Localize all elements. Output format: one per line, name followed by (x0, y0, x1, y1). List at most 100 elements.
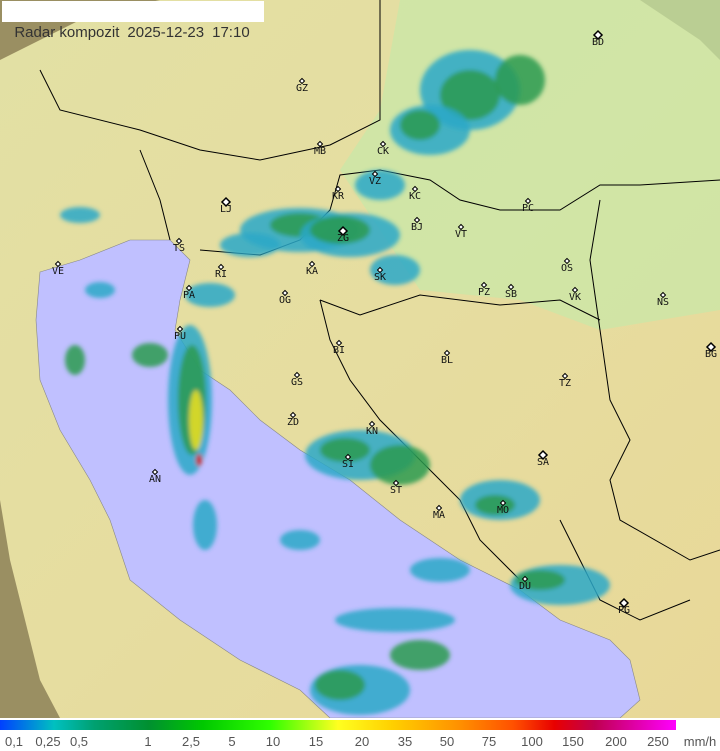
legend-label: 0,25 (35, 734, 61, 749)
city-mo[interactable]: MO (497, 499, 509, 517)
city-label: PC (522, 203, 534, 214)
city-label: BI (333, 345, 345, 356)
city-vz[interactable]: VZ (369, 170, 381, 188)
city-label: ST (390, 485, 402, 496)
city-label: VE (52, 266, 64, 277)
city-vt[interactable]: VT (455, 223, 467, 241)
legend-unit: mm/h (683, 734, 717, 749)
city-bl[interactable]: BL (441, 349, 453, 367)
city-pz[interactable]: PZ (478, 281, 490, 299)
city-marker-icon (335, 339, 343, 347)
city-label: KC (409, 191, 421, 202)
city-zg[interactable]: ZG (337, 225, 349, 244)
city-sa[interactable]: SA (537, 449, 549, 468)
city-pa[interactable]: PA (183, 284, 195, 302)
city-marker-icon (334, 185, 342, 193)
city-st[interactable]: ST (390, 479, 402, 497)
city-kc[interactable]: KC (409, 185, 421, 203)
city-mb[interactable]: MB (314, 140, 326, 158)
city-bg[interactable]: BG (705, 341, 717, 360)
city-marker-icon (561, 372, 569, 380)
city-marker-icon (443, 349, 451, 357)
city-si[interactable]: SI (342, 453, 354, 471)
rain-cell (400, 110, 440, 140)
city-ka[interactable]: KA (306, 260, 318, 278)
city-marker-icon (392, 479, 400, 487)
city-marker-icon (524, 197, 532, 205)
city-kn[interactable]: KN (366, 420, 378, 438)
city-pc[interactable]: PC (522, 197, 534, 215)
city-marker-icon (308, 260, 316, 268)
city-label: VT (455, 229, 467, 240)
city-pg[interactable]: PG (618, 597, 630, 616)
city-marker-icon (659, 291, 667, 299)
city-label: SK (374, 272, 386, 283)
city-an[interactable]: AN (149, 468, 161, 486)
city-label: ZG (337, 233, 349, 244)
legend-label: 5 (228, 734, 236, 749)
rain-cell (315, 670, 365, 700)
legend-label: 0,1 (4, 734, 24, 749)
rain-cell (370, 445, 430, 485)
legend-label: 1 (144, 734, 152, 749)
city-os[interactable]: OS (561, 257, 573, 275)
city-ma[interactable]: MA (433, 504, 445, 522)
city-marker-icon (457, 223, 465, 231)
city-sb[interactable]: SB (505, 283, 517, 301)
radar-precipitation (60, 50, 610, 715)
city-kr[interactable]: KR (332, 185, 345, 203)
city-label: RI (215, 269, 227, 280)
rain-cell (370, 255, 420, 285)
city-marker-icon (537, 449, 549, 461)
legend-label: 0,5 (69, 734, 89, 749)
city-ri[interactable]: RI (215, 263, 227, 281)
city-label: SB (505, 289, 517, 300)
city-marker-icon (337, 225, 349, 237)
city-ns[interactable]: NS (657, 291, 669, 309)
city-du[interactable]: DU (519, 575, 531, 593)
city-marker-icon (368, 420, 376, 428)
city-bi[interactable]: BI (333, 339, 345, 357)
city-label: SI (342, 459, 354, 470)
city-gs[interactable]: GS (291, 371, 303, 389)
city-gz[interactable]: GZ (296, 77, 308, 95)
city-label: KA (306, 266, 318, 277)
city-label: PA (183, 290, 195, 301)
city-label: MO (497, 505, 509, 516)
city-marker-icon (293, 371, 301, 379)
radar-map[interactable]: GZ MB CK VZ KR KC LJ ZG BJ VT PC BD TS VE RI KA SK OS VK NS… (0, 0, 720, 718)
city-ck[interactable]: CK (377, 140, 389, 158)
city-pu[interactable]: PU (174, 325, 186, 343)
city-label: SA (537, 457, 549, 468)
city-marker-icon (499, 499, 507, 507)
city-vk[interactable]: VK (569, 286, 581, 304)
city-bd[interactable]: BD (592, 29, 604, 48)
city-og[interactable]: OG (279, 289, 291, 307)
city-bj[interactable]: BJ (411, 216, 423, 234)
city-ve[interactable]: VE (52, 260, 64, 278)
city-zd[interactable]: ZD (287, 411, 299, 429)
legend-label: 50 (439, 734, 455, 749)
city-lj[interactable]: LJ (220, 196, 232, 215)
city-label: LJ (220, 204, 232, 215)
title-box: Radar kompozit 2025-12-23 17:10 (2, 1, 264, 41)
city-label: OS (561, 263, 573, 274)
city-tz[interactable]: TZ (559, 372, 571, 390)
city-marker-icon (521, 575, 529, 583)
rain-cell (320, 438, 370, 462)
legend-label: 75 (481, 734, 497, 749)
legend-label: 150 (562, 734, 584, 749)
city-label: PU (174, 331, 186, 342)
city-label: PZ (478, 287, 490, 298)
city-ts[interactable]: TS (173, 237, 185, 255)
rain-cell (193, 500, 217, 550)
city-label: KR (332, 191, 345, 202)
rain-cell (390, 640, 450, 670)
legend-label: 15 (308, 734, 324, 749)
rain-cell (220, 233, 280, 257)
city-sk[interactable]: SK (374, 266, 386, 284)
legend-label: 250 (647, 734, 669, 749)
city-marker-icon (151, 468, 159, 476)
city-label: KN (366, 426, 378, 437)
rain-cell (515, 570, 565, 590)
